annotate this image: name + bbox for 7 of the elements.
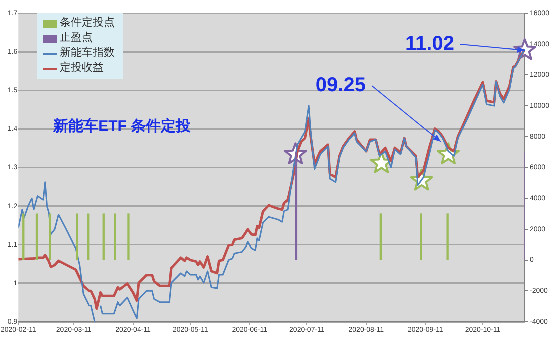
legend-label: 定投收益 [60, 61, 104, 76]
legend-label: 新能车指数 [60, 46, 115, 61]
annotation: 09.25 [316, 74, 366, 96]
annotation: 11.02 [406, 33, 454, 56]
annotation: 新能车ETF 条件定投 [52, 117, 192, 136]
legend-label: 止盈点 [60, 31, 93, 46]
legend-label: 条件定投点 [60, 16, 115, 31]
